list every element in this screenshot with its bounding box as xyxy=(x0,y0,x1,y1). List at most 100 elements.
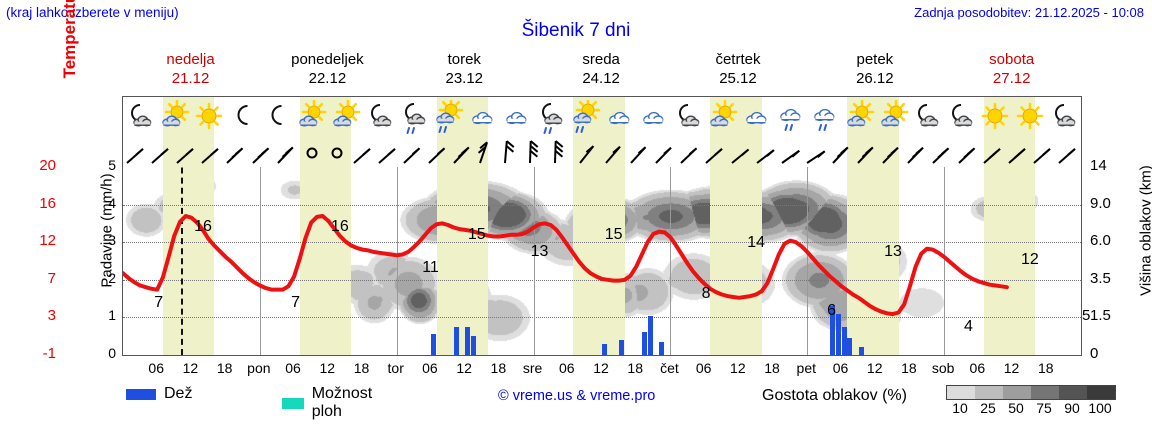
wind-barb-icon xyxy=(501,139,527,165)
last-update-text: Zadnja posodobitev: 21.12.2025 - 10:08 xyxy=(914,5,1144,20)
cloud-height-tick-label: 0 xyxy=(1090,345,1099,362)
day-separator xyxy=(533,167,535,355)
sun-cloud-icon xyxy=(876,100,910,134)
wind-barb-strip xyxy=(123,137,1081,167)
copyright-link[interactable]: © vreme.us & vreme.pro xyxy=(498,388,656,404)
day-date: 24.12 xyxy=(582,70,620,87)
cloud-density-scale-label: 50 xyxy=(1008,400,1024,416)
time-tick-label: 18 xyxy=(764,360,780,376)
wind-barb-icon xyxy=(602,139,628,165)
precipitation-bar-layer xyxy=(123,167,1081,355)
sun-cloud-icon xyxy=(294,100,328,134)
cloud-density-scale-label: 10 xyxy=(952,400,968,416)
time-tick-label: 12 xyxy=(319,360,336,376)
wind-barb-icon xyxy=(450,139,476,165)
meteogram-plot: 7 16 7 16 11 15 13 15 8 14 6 13 4 12 xyxy=(122,96,1082,356)
menu-hint-text: (kraj lahko izberete v meniju) xyxy=(6,5,179,20)
wind-barb-icon xyxy=(476,139,502,165)
sun-icon xyxy=(978,100,1012,134)
sun-cloud-rain-icon xyxy=(431,100,465,134)
temperature-tick-label: 7 xyxy=(47,269,56,287)
sun-cloud-icon xyxy=(328,100,362,134)
wind-barb-icon xyxy=(425,139,451,165)
wind-barb-icon xyxy=(1030,139,1056,165)
horizontal-gridline xyxy=(123,317,1081,319)
time-tick-label: 18 xyxy=(901,360,917,376)
cloud-height-tick-label: 9.0 xyxy=(1090,194,1111,212)
precipitation-bar xyxy=(465,326,471,355)
temperature-label: 12 xyxy=(1020,250,1039,268)
precipitation-bar xyxy=(847,338,853,355)
precipitation-bar xyxy=(470,336,476,355)
cloud-density-step xyxy=(1003,386,1031,399)
time-tick-label: 18 xyxy=(216,360,233,376)
precipitation-tick-label: 0 xyxy=(108,345,116,361)
wind-barb-icon xyxy=(1005,139,1031,165)
day-header-4: četrtek 25.12 xyxy=(669,50,806,88)
cloud-height-tick-label: 14 xyxy=(1090,157,1107,174)
cloud-icon xyxy=(602,100,636,134)
precipitation-bar xyxy=(647,315,653,355)
temperature-tick-label: 3 xyxy=(47,307,56,325)
time-tick-label: 18 xyxy=(490,360,507,376)
day-separator xyxy=(807,167,809,355)
time-tick-label: 18 xyxy=(1037,360,1054,376)
wind-barb-icon xyxy=(350,139,376,165)
time-tick-label: čet xyxy=(660,360,679,376)
wind-barb-icon xyxy=(173,139,199,165)
time-tick-label: 06 xyxy=(422,360,438,376)
precipitation-bar xyxy=(830,306,836,355)
day-date: 27.12 xyxy=(992,70,1031,87)
wind-barb-icon xyxy=(198,139,224,165)
temperature-label: 16 xyxy=(330,218,349,236)
wind-barb-icon xyxy=(829,139,855,165)
cloud-rain-icon xyxy=(773,100,807,134)
sun-cloud-icon xyxy=(842,100,876,134)
day-name: ponedeljek xyxy=(291,51,364,68)
rain-color-swatch xyxy=(126,388,156,400)
time-tick-label: sob xyxy=(931,360,955,376)
legend-item-showers: Možnost ploh xyxy=(282,385,380,421)
time-tick-label: 12 xyxy=(730,360,746,376)
precipitation-bar xyxy=(453,326,459,355)
moon-cloud-rain-icon xyxy=(534,100,568,134)
time-tick-label: pet xyxy=(796,360,817,376)
chart-plot-area: 7 16 7 16 11 15 13 15 8 14 6 13 4 12 xyxy=(123,167,1081,355)
temperature-curve xyxy=(123,214,1009,317)
day-date: 22.12 xyxy=(308,70,347,87)
cloud-density-step xyxy=(1031,386,1059,399)
wind-barb-icon xyxy=(854,139,880,165)
page-title: Šibenik 7 dni xyxy=(521,20,631,41)
cloud-height-extra-tick-label: 5 xyxy=(1082,307,1091,325)
cloud-height-tick-label: 6.0 xyxy=(1090,232,1111,250)
wind-barb-icon xyxy=(929,139,955,165)
wind-barb-icon xyxy=(123,139,149,165)
wind-barb-icon xyxy=(526,139,552,165)
sun-icon xyxy=(192,100,226,134)
time-tick-label: 12 xyxy=(866,360,883,376)
precipitation-bar xyxy=(841,326,847,355)
day-name: nedelja xyxy=(166,51,215,68)
cloud-icon xyxy=(499,100,533,134)
daylight-band xyxy=(573,167,625,355)
temperature-label: 11 xyxy=(422,258,439,276)
daylight-band xyxy=(984,167,1036,355)
cloud-icon xyxy=(739,100,773,134)
daylight-band xyxy=(436,167,488,355)
daylight-band xyxy=(299,167,352,355)
day-name: četrtek xyxy=(715,51,761,68)
moon-cloud-icon xyxy=(671,100,705,134)
cloud-density-scale-label: 75 xyxy=(1036,400,1052,416)
day-name: sreda xyxy=(582,51,620,68)
wind-barb-icon xyxy=(400,139,426,165)
wind-calm-icon xyxy=(324,139,350,165)
day-header-3: sreda 24.12 xyxy=(533,50,670,88)
day-separator xyxy=(944,167,946,355)
temperature-label: 15 xyxy=(604,226,623,244)
time-tick-label: 12 xyxy=(1003,360,1020,376)
temperature-label: 6 xyxy=(827,301,836,319)
weather-icon-strip xyxy=(123,97,1081,137)
temperature-label: 16 xyxy=(194,218,212,236)
day-name: petek xyxy=(856,51,894,68)
moon-cloud-icon xyxy=(1047,100,1081,134)
